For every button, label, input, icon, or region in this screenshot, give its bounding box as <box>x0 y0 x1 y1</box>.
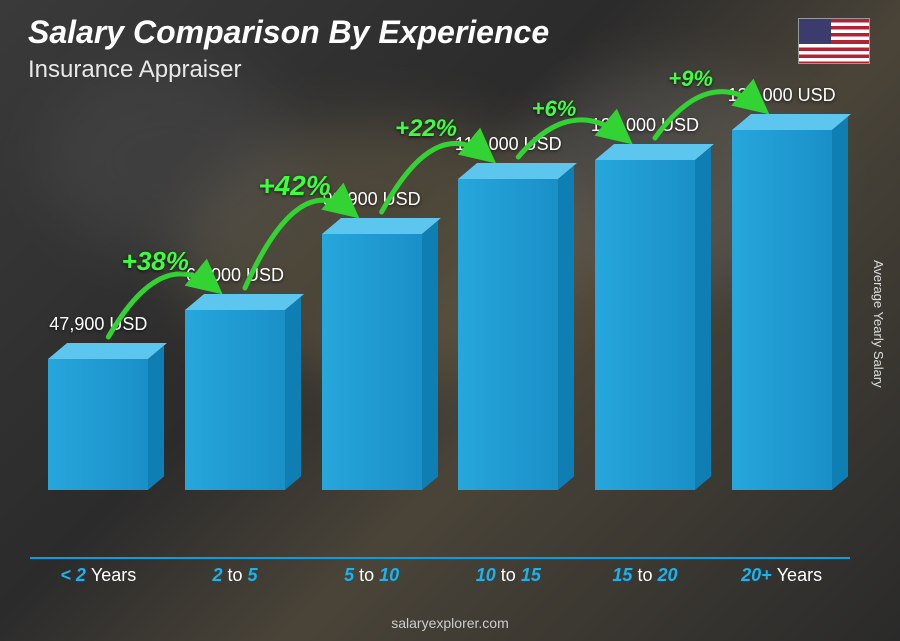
category-label: 2 to 5 <box>175 565 295 597</box>
category-label: 15 to 20 <box>585 565 705 597</box>
increase-percent: +9% <box>668 66 713 92</box>
chart-title: Salary Comparison By Experience <box>28 14 549 51</box>
category-axis: < 2 Years 2 to 5 5 to 10 10 to 15 15 to 20 20… <box>30 557 850 597</box>
category-label: 5 to 10 <box>312 565 432 597</box>
watermark: salaryexplorer.com <box>0 615 900 631</box>
bar-chart: 47,900 USD66,000 USD93,900 USD114,000 US… <box>30 130 850 550</box>
y-axis-label: Average Yearly Salary <box>871 260 886 388</box>
increase-percent: +6% <box>532 96 577 122</box>
category-label: < 2 Years <box>38 565 158 597</box>
chart-subtitle: Insurance Appraiser <box>28 56 241 84</box>
category-label: 10 to 15 <box>448 565 568 597</box>
increase-arc: +9% <box>30 130 850 550</box>
bar-value-label: 132,000 USD <box>702 85 862 106</box>
country-flag-us <box>798 18 870 64</box>
category-label: 20+ Years <box>722 565 842 597</box>
chart-stage: Salary Comparison By Experience Insuranc… <box>0 0 900 641</box>
